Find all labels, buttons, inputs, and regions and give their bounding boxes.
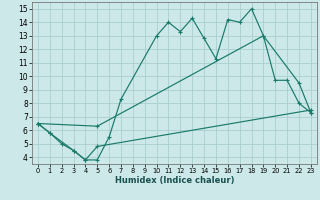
X-axis label: Humidex (Indice chaleur): Humidex (Indice chaleur) [115, 176, 234, 185]
